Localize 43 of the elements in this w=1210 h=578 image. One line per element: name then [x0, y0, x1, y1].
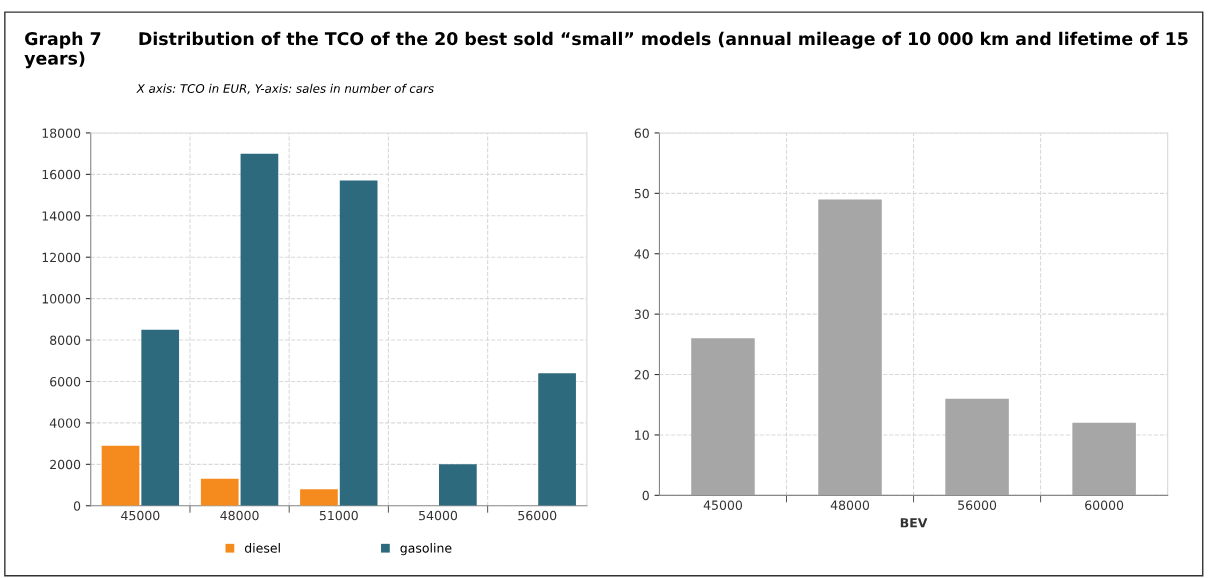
x-tick-label: 56000 — [518, 510, 557, 521]
x-tick-label: 45000 — [121, 510, 160, 521]
bar — [240, 153, 279, 506]
y-tick-label: 10 — [635, 430, 649, 440]
y-tick-label: 0 — [642, 490, 649, 501]
y-tick-label: 30 — [634, 309, 649, 320]
bar — [200, 478, 239, 506]
y-tick-label: 0 — [73, 501, 81, 511]
chart-title: Graph 7 Distribution of the TCO of the 20 best sold “small” models (annual mileage of 10 000 km and lifetime of 15 years) — [24, 31, 1188, 69]
y-tick-label: 4000 — [49, 418, 81, 428]
legend-label: gasoline — [400, 543, 452, 556]
bar — [300, 489, 338, 506]
bar — [945, 398, 1009, 496]
bar — [141, 329, 180, 506]
chart-subtitle: X axis: TCO in EUR, Y-axis: sales in number of cars — [136, 83, 434, 95]
bar — [1072, 422, 1136, 496]
bar — [101, 445, 140, 506]
y-tick-label: 10000 — [42, 294, 81, 304]
legend-label: diesel — [244, 543, 280, 553]
y-tick-label: 60 — [634, 128, 649, 138]
bar — [691, 338, 755, 496]
x-axis-title: BEV — [900, 518, 928, 528]
x-tick-label: 60000 — [1085, 500, 1124, 510]
y-tick-label: 40 — [634, 249, 649, 259]
x-tick-label: 45000 — [703, 500, 743, 510]
y-tick-label: 8000 — [50, 335, 81, 345]
bar — [439, 464, 477, 506]
bar — [538, 373, 576, 506]
bar — [339, 180, 378, 506]
y-tick-label: 2000 — [50, 459, 81, 470]
y-tick-label: 20 — [634, 370, 649, 380]
bar — [818, 199, 882, 496]
y-tick-label: 50 — [634, 188, 649, 199]
y-tick-label: 6000 — [50, 376, 81, 387]
y-tick-label: 18000 — [42, 128, 81, 138]
x-tick-label: 48000 — [830, 500, 870, 510]
x-tick-label: 51000 — [319, 510, 358, 521]
x-tick-label: 56000 — [958, 500, 997, 510]
y-tick-label: 14000 — [42, 211, 81, 221]
x-tick-label: 48000 — [220, 510, 259, 521]
x-tick-label: 54000 — [419, 510, 458, 521]
y-tick-label: 16000 — [42, 169, 81, 180]
y-tick-label: 12000 — [42, 252, 81, 263]
